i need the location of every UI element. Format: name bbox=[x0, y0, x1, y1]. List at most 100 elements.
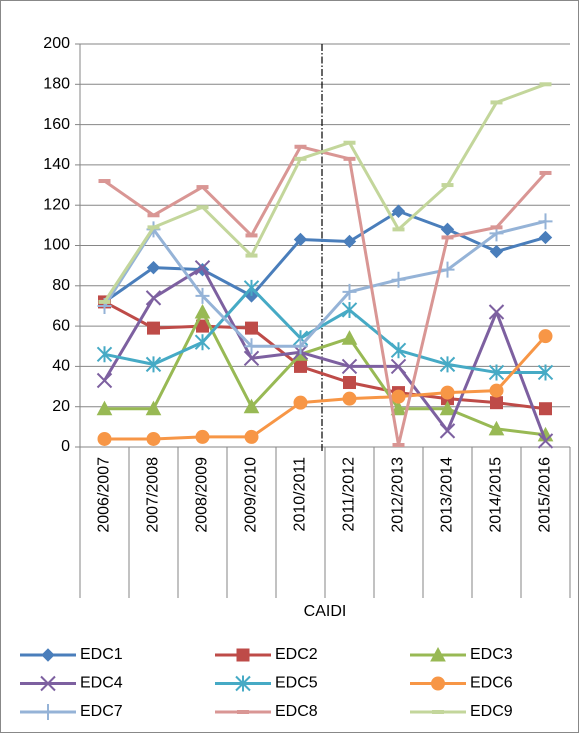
series-line bbox=[103, 266, 547, 442]
marker bbox=[391, 389, 406, 404]
marker bbox=[245, 321, 258, 335]
marker bbox=[440, 261, 455, 278]
marker bbox=[342, 234, 357, 249]
marker bbox=[341, 301, 358, 318]
y-tick-label: 80 bbox=[52, 277, 70, 294]
marker bbox=[235, 675, 251, 692]
legend-label: EDC6 bbox=[470, 675, 513, 692]
marker bbox=[391, 271, 406, 288]
y-tick-label: 160 bbox=[43, 116, 70, 133]
marker bbox=[243, 350, 260, 367]
legend-label: EDC1 bbox=[80, 646, 123, 663]
x-tick-label: 2012/2013 bbox=[390, 457, 407, 533]
marker bbox=[194, 334, 211, 351]
marker bbox=[195, 287, 210, 304]
y-tick-label: 20 bbox=[52, 398, 70, 415]
marker bbox=[96, 372, 113, 389]
legend-label: EDC4 bbox=[80, 675, 123, 692]
marker bbox=[488, 420, 505, 436]
marker bbox=[440, 385, 455, 400]
marker bbox=[294, 359, 307, 373]
marker bbox=[537, 364, 554, 381]
series-line bbox=[104, 310, 546, 437]
x-tick-label: 2006/2007 bbox=[96, 457, 113, 533]
marker bbox=[539, 402, 552, 416]
marker bbox=[195, 429, 210, 444]
marker bbox=[439, 423, 456, 439]
marker bbox=[538, 329, 553, 344]
x-tick-label: 2010/2011 bbox=[292, 457, 309, 532]
y-tick-label: 120 bbox=[43, 196, 70, 213]
legend-label: EDC8 bbox=[275, 703, 318, 720]
marker bbox=[488, 304, 505, 320]
marker bbox=[390, 358, 407, 375]
x-tick-label: 2009/2010 bbox=[243, 457, 260, 533]
marker bbox=[537, 433, 554, 449]
marker bbox=[390, 400, 407, 416]
marker bbox=[439, 356, 456, 373]
series-line bbox=[103, 82, 547, 303]
y-tick-label: 40 bbox=[52, 358, 70, 375]
marker bbox=[342, 283, 357, 300]
marker bbox=[293, 232, 308, 247]
series-line bbox=[104, 335, 547, 441]
marker bbox=[488, 364, 505, 381]
marker bbox=[243, 398, 260, 414]
marker bbox=[97, 431, 112, 446]
marker bbox=[343, 376, 356, 390]
marker bbox=[342, 391, 357, 406]
y-tick-label: 200 bbox=[43, 35, 70, 52]
legend-label: EDC2 bbox=[275, 646, 318, 663]
marker bbox=[391, 204, 406, 218]
marker bbox=[293, 395, 308, 410]
marker bbox=[146, 431, 161, 446]
marker bbox=[341, 358, 358, 375]
x-tick-label: 2011/2012 bbox=[341, 457, 358, 532]
marker bbox=[439, 400, 456, 416]
y-tick-label: 100 bbox=[43, 237, 70, 254]
legend-label: EDC5 bbox=[275, 675, 318, 692]
series-line bbox=[104, 286, 546, 374]
marker bbox=[145, 290, 162, 306]
marker bbox=[538, 230, 553, 245]
x-tick-label: 2013/2014 bbox=[439, 457, 456, 533]
x-tick-label: 2007/2008 bbox=[145, 457, 162, 533]
series-line bbox=[103, 219, 546, 348]
marker bbox=[244, 429, 259, 444]
series-line bbox=[103, 209, 546, 304]
marker bbox=[96, 346, 113, 363]
y-tick-label: 0 bbox=[61, 438, 70, 455]
marker bbox=[440, 222, 455, 237]
marker bbox=[431, 676, 445, 691]
marker bbox=[146, 260, 161, 275]
x-tick-label: 2008/2009 bbox=[194, 457, 211, 533]
marker bbox=[145, 400, 162, 416]
x-tick-label: 2015/2016 bbox=[537, 457, 554, 533]
marker bbox=[41, 648, 55, 662]
series-line bbox=[103, 300, 546, 411]
marker bbox=[236, 648, 250, 662]
marker bbox=[194, 259, 211, 276]
legend-label: EDC3 bbox=[470, 646, 513, 663]
y-tick-label: 180 bbox=[43, 76, 70, 93]
marker bbox=[96, 400, 113, 416]
marker bbox=[194, 303, 211, 319]
marker bbox=[489, 244, 504, 259]
y-tick-label: 60 bbox=[52, 317, 70, 334]
legend-label: EDC9 bbox=[470, 703, 513, 720]
marker bbox=[341, 330, 358, 345]
marker bbox=[390, 342, 407, 359]
series-line bbox=[103, 145, 547, 447]
marker bbox=[489, 383, 504, 398]
marker bbox=[490, 396, 503, 410]
marker bbox=[244, 338, 259, 355]
y-tick-label: 140 bbox=[43, 156, 70, 173]
marker bbox=[147, 321, 160, 335]
marker bbox=[41, 704, 55, 720]
marker bbox=[293, 338, 308, 355]
marker bbox=[40, 675, 56, 692]
x-axis-title: CAIDI bbox=[304, 603, 347, 620]
x-tick-label: 2014/2015 bbox=[488, 457, 505, 533]
marker bbox=[430, 646, 446, 662]
